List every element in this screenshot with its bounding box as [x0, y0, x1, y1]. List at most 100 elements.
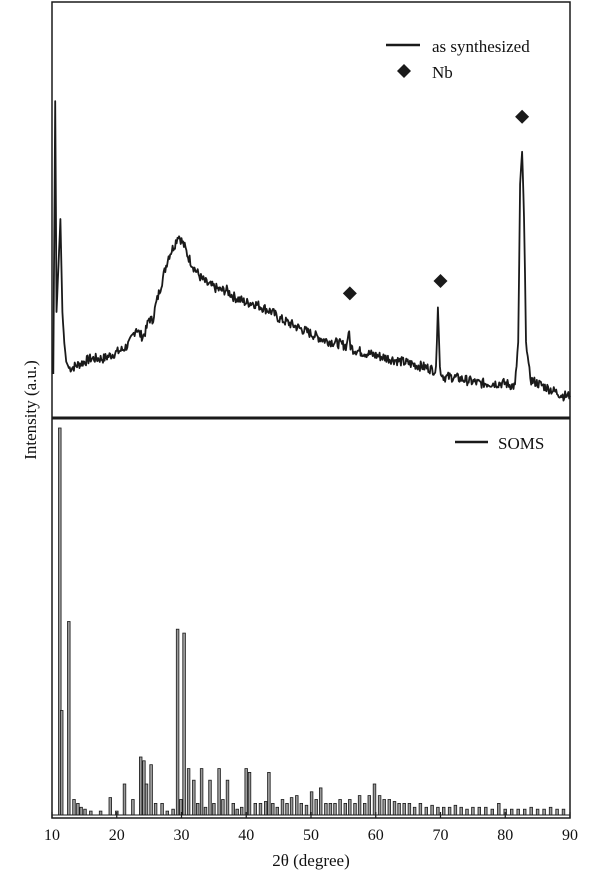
x-axis-ticks: 10 20 30 40 50 60 70 80 90 [44, 812, 578, 844]
x-tick-label: 50 [303, 827, 319, 844]
soms-bar [343, 803, 347, 816]
soms-bar [263, 801, 268, 816]
soms-bar [372, 783, 377, 816]
soms-bar [497, 803, 501, 816]
as-synthesized-line [52, 100, 571, 402]
soms-bar [271, 803, 275, 816]
soms-bar [203, 806, 208, 816]
soms-bar [221, 799, 225, 816]
soms-bar [67, 621, 71, 816]
soms-bar [412, 806, 417, 816]
soms-bar [267, 772, 271, 816]
soms-bar [377, 795, 382, 816]
soms-bar [144, 783, 149, 816]
soms-bar [171, 808, 175, 816]
x-tick-label: 40 [238, 827, 254, 844]
soms-bar [89, 810, 93, 816]
soms-bar [407, 803, 412, 816]
soms-bar [309, 791, 314, 816]
soms-bar [459, 806, 463, 816]
soms-bar [165, 810, 169, 816]
legend-label-nb: Nb [432, 63, 453, 82]
soms-bar [289, 797, 294, 816]
plot-frame [51, 1, 571, 819]
nb-diamond-marker [342, 286, 357, 301]
x-tick-label: 80 [497, 827, 513, 844]
soms-bar [509, 808, 514, 816]
soms-bar [397, 803, 401, 816]
soms-bar [523, 808, 527, 816]
top-panel [52, 100, 571, 402]
soms-bar [258, 803, 263, 816]
nb-peak-markers [342, 109, 530, 301]
soms-bar [182, 632, 186, 816]
soms-bar [244, 768, 248, 816]
top-legend: as synthesized Nb [386, 37, 530, 82]
soms-bar [447, 806, 452, 816]
soms-bar [362, 803, 367, 816]
soms-bar [418, 803, 423, 816]
soms-bar [338, 799, 342, 816]
soms-bar [318, 787, 323, 816]
soms-bar [175, 628, 180, 816]
soms-bar [122, 783, 127, 816]
soms-bar [275, 806, 279, 816]
nb-diamond-marker [433, 274, 448, 288]
x-tick-label: 70 [433, 827, 449, 844]
soms-bar [192, 779, 196, 816]
soms-bar [382, 799, 386, 816]
soms-bar [392, 801, 397, 816]
bottom-panel [52, 427, 570, 816]
soms-bar [471, 806, 475, 816]
soms-bar [430, 804, 434, 816]
soms-bar [348, 799, 352, 816]
x-tick-label: 20 [109, 827, 125, 844]
soms-bar [529, 806, 533, 816]
soms-bar [83, 808, 87, 816]
soms-bar [76, 803, 80, 816]
soms-bar [484, 806, 488, 816]
soms-bar [208, 779, 212, 816]
soms-bar [160, 803, 164, 816]
soms-bar [212, 803, 216, 816]
soms-bar [235, 808, 239, 816]
soms-bar [247, 772, 252, 816]
bottom-legend: SOMS [455, 434, 544, 453]
soms-bar [548, 806, 553, 816]
soms-bar [280, 799, 285, 816]
soms-bar [217, 768, 221, 816]
soms-bar [108, 797, 112, 816]
soms-bar [186, 768, 191, 816]
soms-bar [239, 806, 244, 816]
soms-bar [299, 803, 303, 816]
soms-bar [199, 768, 204, 816]
soms-bar [285, 803, 289, 816]
soms-bar [555, 808, 559, 816]
soms-bar [387, 799, 391, 816]
soms-bar [324, 803, 328, 816]
soms-bar [60, 710, 64, 816]
soms-bar [542, 808, 546, 816]
soms-bar [304, 804, 309, 816]
soms-bar [138, 756, 143, 816]
soms-bar [149, 764, 153, 816]
soms-bar [357, 795, 362, 816]
soms-bar [295, 795, 299, 816]
x-tick-label: 90 [562, 827, 578, 844]
soms-bar [402, 803, 406, 816]
soms-bar [333, 803, 337, 816]
soms-bar [353, 803, 357, 816]
soms-bar [98, 810, 103, 816]
nb-diamond-marker [515, 109, 530, 124]
soms-bar [79, 806, 83, 816]
soms-bar [253, 803, 257, 816]
soms-bar [424, 806, 428, 816]
soms-bar [436, 806, 440, 816]
x-tick-label: 30 [174, 827, 190, 844]
soms-bar [131, 799, 135, 816]
soms-bar [195, 803, 200, 816]
soms-bar [72, 799, 76, 816]
x-tick-label: 10 [44, 827, 60, 844]
soms-bar [441, 806, 446, 816]
